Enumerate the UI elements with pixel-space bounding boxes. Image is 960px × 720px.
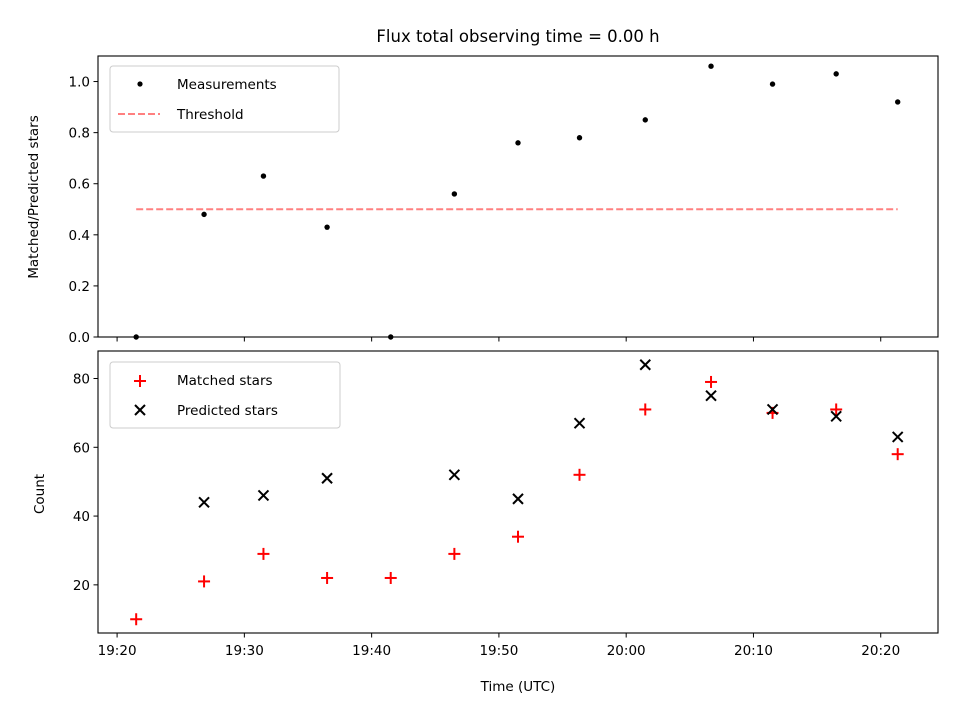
chart-title: Flux total observing time = 0.00 h — [376, 27, 659, 46]
bottom-legend-box — [109, 361, 341, 429]
x-tick-label: 20:20 — [861, 643, 900, 659]
matched-star-point — [257, 547, 270, 560]
bottom-legend: Matched stars Predicted stars — [109, 361, 341, 429]
matched-star-point — [448, 547, 461, 560]
bottom-ticks: 19:20 19:30 19:40 19:50 20:00 20:10 20:20 20 40 6… — [73, 372, 900, 659]
predicted-star-point — [891, 431, 904, 443]
measurement-point — [260, 173, 267, 179]
top-y-tick-label: 0.2 — [69, 279, 90, 295]
bottom-panel: Count Time (UTC) 19:20 19:30 19:40 19:50 20:… — [32, 350, 939, 695]
matched-star-point — [705, 375, 718, 388]
measurement-point — [894, 99, 901, 105]
top-y-tick-label: 0.4 — [69, 228, 90, 244]
x-axis-label: Time (UTC) — [480, 679, 556, 695]
top-panel: Flux total observing time = 0.00 h Match… — [26, 27, 939, 346]
predicted-star-point — [512, 493, 524, 505]
matched-star-point — [573, 468, 586, 481]
bottom-marks — [130, 359, 904, 626]
matched-star-point — [891, 448, 904, 461]
legend-matched-label: Matched stars — [177, 373, 273, 389]
matched-star-point — [198, 575, 211, 588]
top-plot-frame — [97, 55, 939, 338]
top-y-tick-label: 0.8 — [69, 126, 90, 142]
legend-predicted-label: Predicted stars — [177, 403, 278, 419]
top-ticks: 0.0 0.2 0.4 0.6 0.8 1.0 — [69, 75, 882, 346]
measurement-point — [833, 71, 839, 77]
x-tick-label: 19:30 — [225, 643, 264, 659]
matched-star-point — [830, 403, 843, 416]
predicted-star-point — [448, 469, 461, 481]
top-y-tick-label: 0.6 — [69, 177, 90, 193]
legend-predicted-marker — [134, 404, 146, 416]
x-tick-label: 20:00 — [607, 643, 646, 659]
predicted-star-point — [257, 489, 270, 502]
bottom-y-tick-label: 20 — [73, 578, 90, 594]
legend-threshold-label: Threshold — [176, 107, 244, 123]
predicted-star-point — [321, 472, 333, 484]
top-y-tick-label: 0.0 — [69, 330, 90, 346]
predicted-star-point — [198, 496, 210, 509]
top-legend-box — [109, 65, 340, 133]
predicted-star-point — [705, 390, 717, 402]
legend-measurements-label: Measurements — [177, 77, 277, 93]
matched-star-point — [321, 571, 334, 584]
x-tick-label: 19:20 — [98, 643, 137, 659]
matched-star-point — [384, 571, 397, 584]
measurement-point — [769, 81, 776, 87]
bottom-y-axis-label: Count — [32, 474, 48, 514]
bottom-y-tick-label: 40 — [73, 509, 90, 525]
measurement-point — [708, 63, 714, 69]
x-tick-label: 19:50 — [479, 643, 518, 659]
bottom-y-tick-label: 60 — [73, 440, 90, 456]
bottom-plot-frame — [97, 350, 939, 634]
matched-star-point — [639, 403, 652, 416]
x-tick-label: 19:40 — [352, 643, 391, 659]
matched-star-point — [130, 613, 143, 626]
x-tick-label: 20:10 — [734, 643, 773, 659]
bottom-y-tick-label: 80 — [73, 372, 90, 388]
predicted-star-point — [573, 417, 586, 429]
top-y-tick-label: 1.0 — [69, 75, 90, 91]
predicted-star-point — [766, 403, 779, 416]
matched-star-point — [512, 530, 524, 543]
legend-measurements-marker — [137, 81, 143, 87]
legend-matched-marker — [134, 375, 146, 387]
measurement-point — [642, 117, 648, 123]
top-legend: Measurements Threshold — [109, 65, 340, 133]
predicted-star-point — [639, 359, 651, 371]
measurement-point — [576, 135, 583, 141]
measurement-point — [324, 224, 330, 230]
measurement-point — [201, 211, 207, 218]
top-y-axis-label: Matched/Predicted stars — [26, 115, 42, 278]
measurement-point — [515, 140, 521, 146]
measurement-point — [451, 191, 458, 197]
predicted-star-point — [830, 410, 842, 423]
